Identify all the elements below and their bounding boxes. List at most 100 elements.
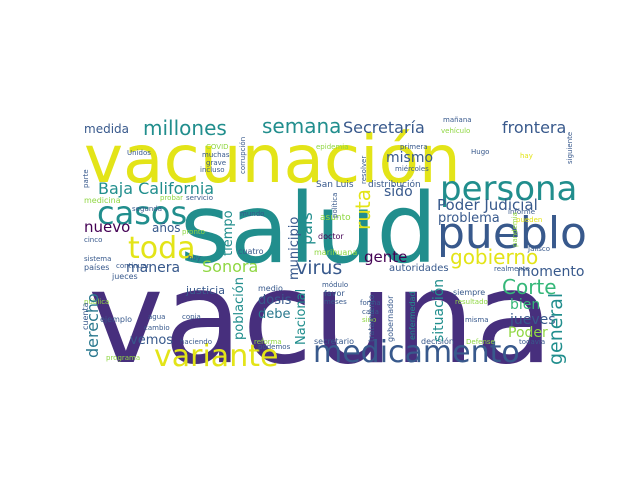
word-programa: programa [106, 354, 140, 362]
word-municipio: municipio [287, 217, 302, 280]
word-agua: agua [148, 313, 165, 321]
word-covid: COVID [206, 143, 229, 151]
word-cloud-words: vacuna vacunación salud persona pueblo m… [81, 114, 587, 393]
word-ruta: ruta [351, 189, 375, 230]
word-manana: mañana [443, 116, 472, 124]
word-nacional: Nacional [294, 289, 309, 345]
word-cambio: cambio [144, 324, 170, 332]
word-san-luis: San Luis [316, 180, 354, 190]
word-general: gente [364, 248, 407, 266]
word-poder-judicial: Poder Judicial [437, 196, 538, 214]
word-sino: sino [362, 316, 376, 324]
word-vehiculo: vehículo [441, 127, 470, 135]
word-miercoles: miércoles [395, 165, 429, 173]
word-vemos: vemos [130, 333, 173, 348]
word-tratamiento: tratamiento [367, 294, 376, 342]
word-parte: parte [82, 169, 90, 188]
word-vacuna: vacuna [88, 244, 553, 393]
word-marihuana: marihuana [314, 248, 357, 257]
word-hay: hay [520, 152, 533, 160]
word-corrupcion: corrupción [239, 137, 247, 174]
word-jueces: jueces [111, 272, 138, 281]
word-siguiente: siguiente [566, 132, 574, 164]
word-favor: favor [324, 289, 345, 298]
word-tiempo: tiempo [221, 210, 236, 256]
word-autoridades: autoridades [389, 263, 449, 274]
word-poder: Poder [508, 325, 548, 341]
word-forma: forma [360, 299, 381, 307]
word-nuevo: nuevo [84, 218, 130, 236]
word-probar: probar [160, 194, 183, 202]
word-incluso: incluso [200, 166, 225, 174]
word-pandemia: pandemia [511, 212, 519, 247]
word-derecho: derecho [83, 293, 102, 358]
word-distribucion: distribución [368, 179, 421, 190]
word-unidos: Unidos [127, 149, 151, 157]
word-medicina: medicina [84, 196, 121, 205]
word-grave: grave [206, 159, 226, 167]
word-toda: toda [128, 231, 196, 266]
word-frontera: frontera [502, 118, 566, 137]
word-jalisco: Jalisco [527, 245, 550, 253]
word-muchas: muchas [202, 151, 230, 159]
word-medicamento: medicamento [313, 335, 520, 370]
word-virus: virus [296, 257, 342, 279]
word-anos: años [152, 221, 181, 235]
word-epidemia: epidemia [316, 143, 349, 151]
word-cinco: cinco [84, 236, 102, 244]
word-segunda: segunda [132, 205, 162, 213]
word-sido: sido [384, 184, 413, 200]
word-hoy: hoy [188, 254, 201, 262]
word-millones: millones [143, 116, 227, 140]
word-haciendo: haciendo [180, 338, 212, 346]
word-primera: primera [400, 143, 428, 151]
word-resultado: resultado [455, 298, 488, 306]
word-ejemplo: ejemplo [100, 315, 132, 324]
word-cuatro: cuatro [238, 247, 264, 256]
word-politica: política [331, 193, 339, 218]
word-pronto: pronto [182, 228, 205, 236]
word-pueden: pueden [516, 216, 542, 224]
word-debe: debe [258, 307, 291, 322]
word-siempre: siempre [453, 288, 485, 297]
word-meses: meses [324, 298, 347, 306]
word-mundo: mundo [240, 210, 264, 218]
word-persona: persona [440, 169, 577, 209]
word-sistema: sistema [84, 255, 111, 263]
word-asunto: asunto [320, 213, 351, 223]
word-todavia: todavía [519, 338, 545, 346]
word-resolver: resolver [360, 156, 368, 184]
word-doctor: doctor [318, 232, 344, 241]
word-salud: salud [180, 173, 437, 285]
word-poblacion: población [232, 277, 247, 340]
word-corte: Corte [502, 275, 557, 299]
word-continuar: continuar [116, 262, 149, 270]
word-decision: decisión [421, 336, 454, 346]
word-medida: medida [84, 122, 129, 136]
word-problema: problema [438, 211, 500, 226]
word-copia: copia [182, 313, 201, 321]
word-baja-california: Baja California [98, 179, 214, 198]
word-hugo: Hugo [471, 148, 489, 156]
word-realmente: realmente [494, 265, 530, 273]
word-gobernador: gobernador [386, 295, 395, 342]
word-variante: variante [154, 339, 278, 374]
word-pais: país [297, 212, 316, 245]
word-bien: bien [510, 297, 540, 313]
word-secretaria: Secretaría [343, 118, 425, 137]
word-jueves: jueves [509, 312, 556, 328]
word-pueblo: pueblo [437, 208, 587, 259]
word-enfermedad: enfermedad [408, 291, 417, 340]
word-sonora: Sonora [202, 257, 258, 276]
word-podemos: podemos [258, 343, 291, 351]
word-reforma: reforma [254, 338, 282, 346]
word-defense: Defense [466, 338, 495, 346]
word-secretario: secretario [314, 337, 354, 346]
word-modulo: módulo [322, 281, 348, 289]
word-paises: países [84, 263, 109, 272]
word-medio: medio [258, 284, 283, 293]
word-manera: manera [126, 260, 180, 276]
word-cada: cada [362, 308, 379, 316]
word-momento: momento [517, 264, 584, 280]
